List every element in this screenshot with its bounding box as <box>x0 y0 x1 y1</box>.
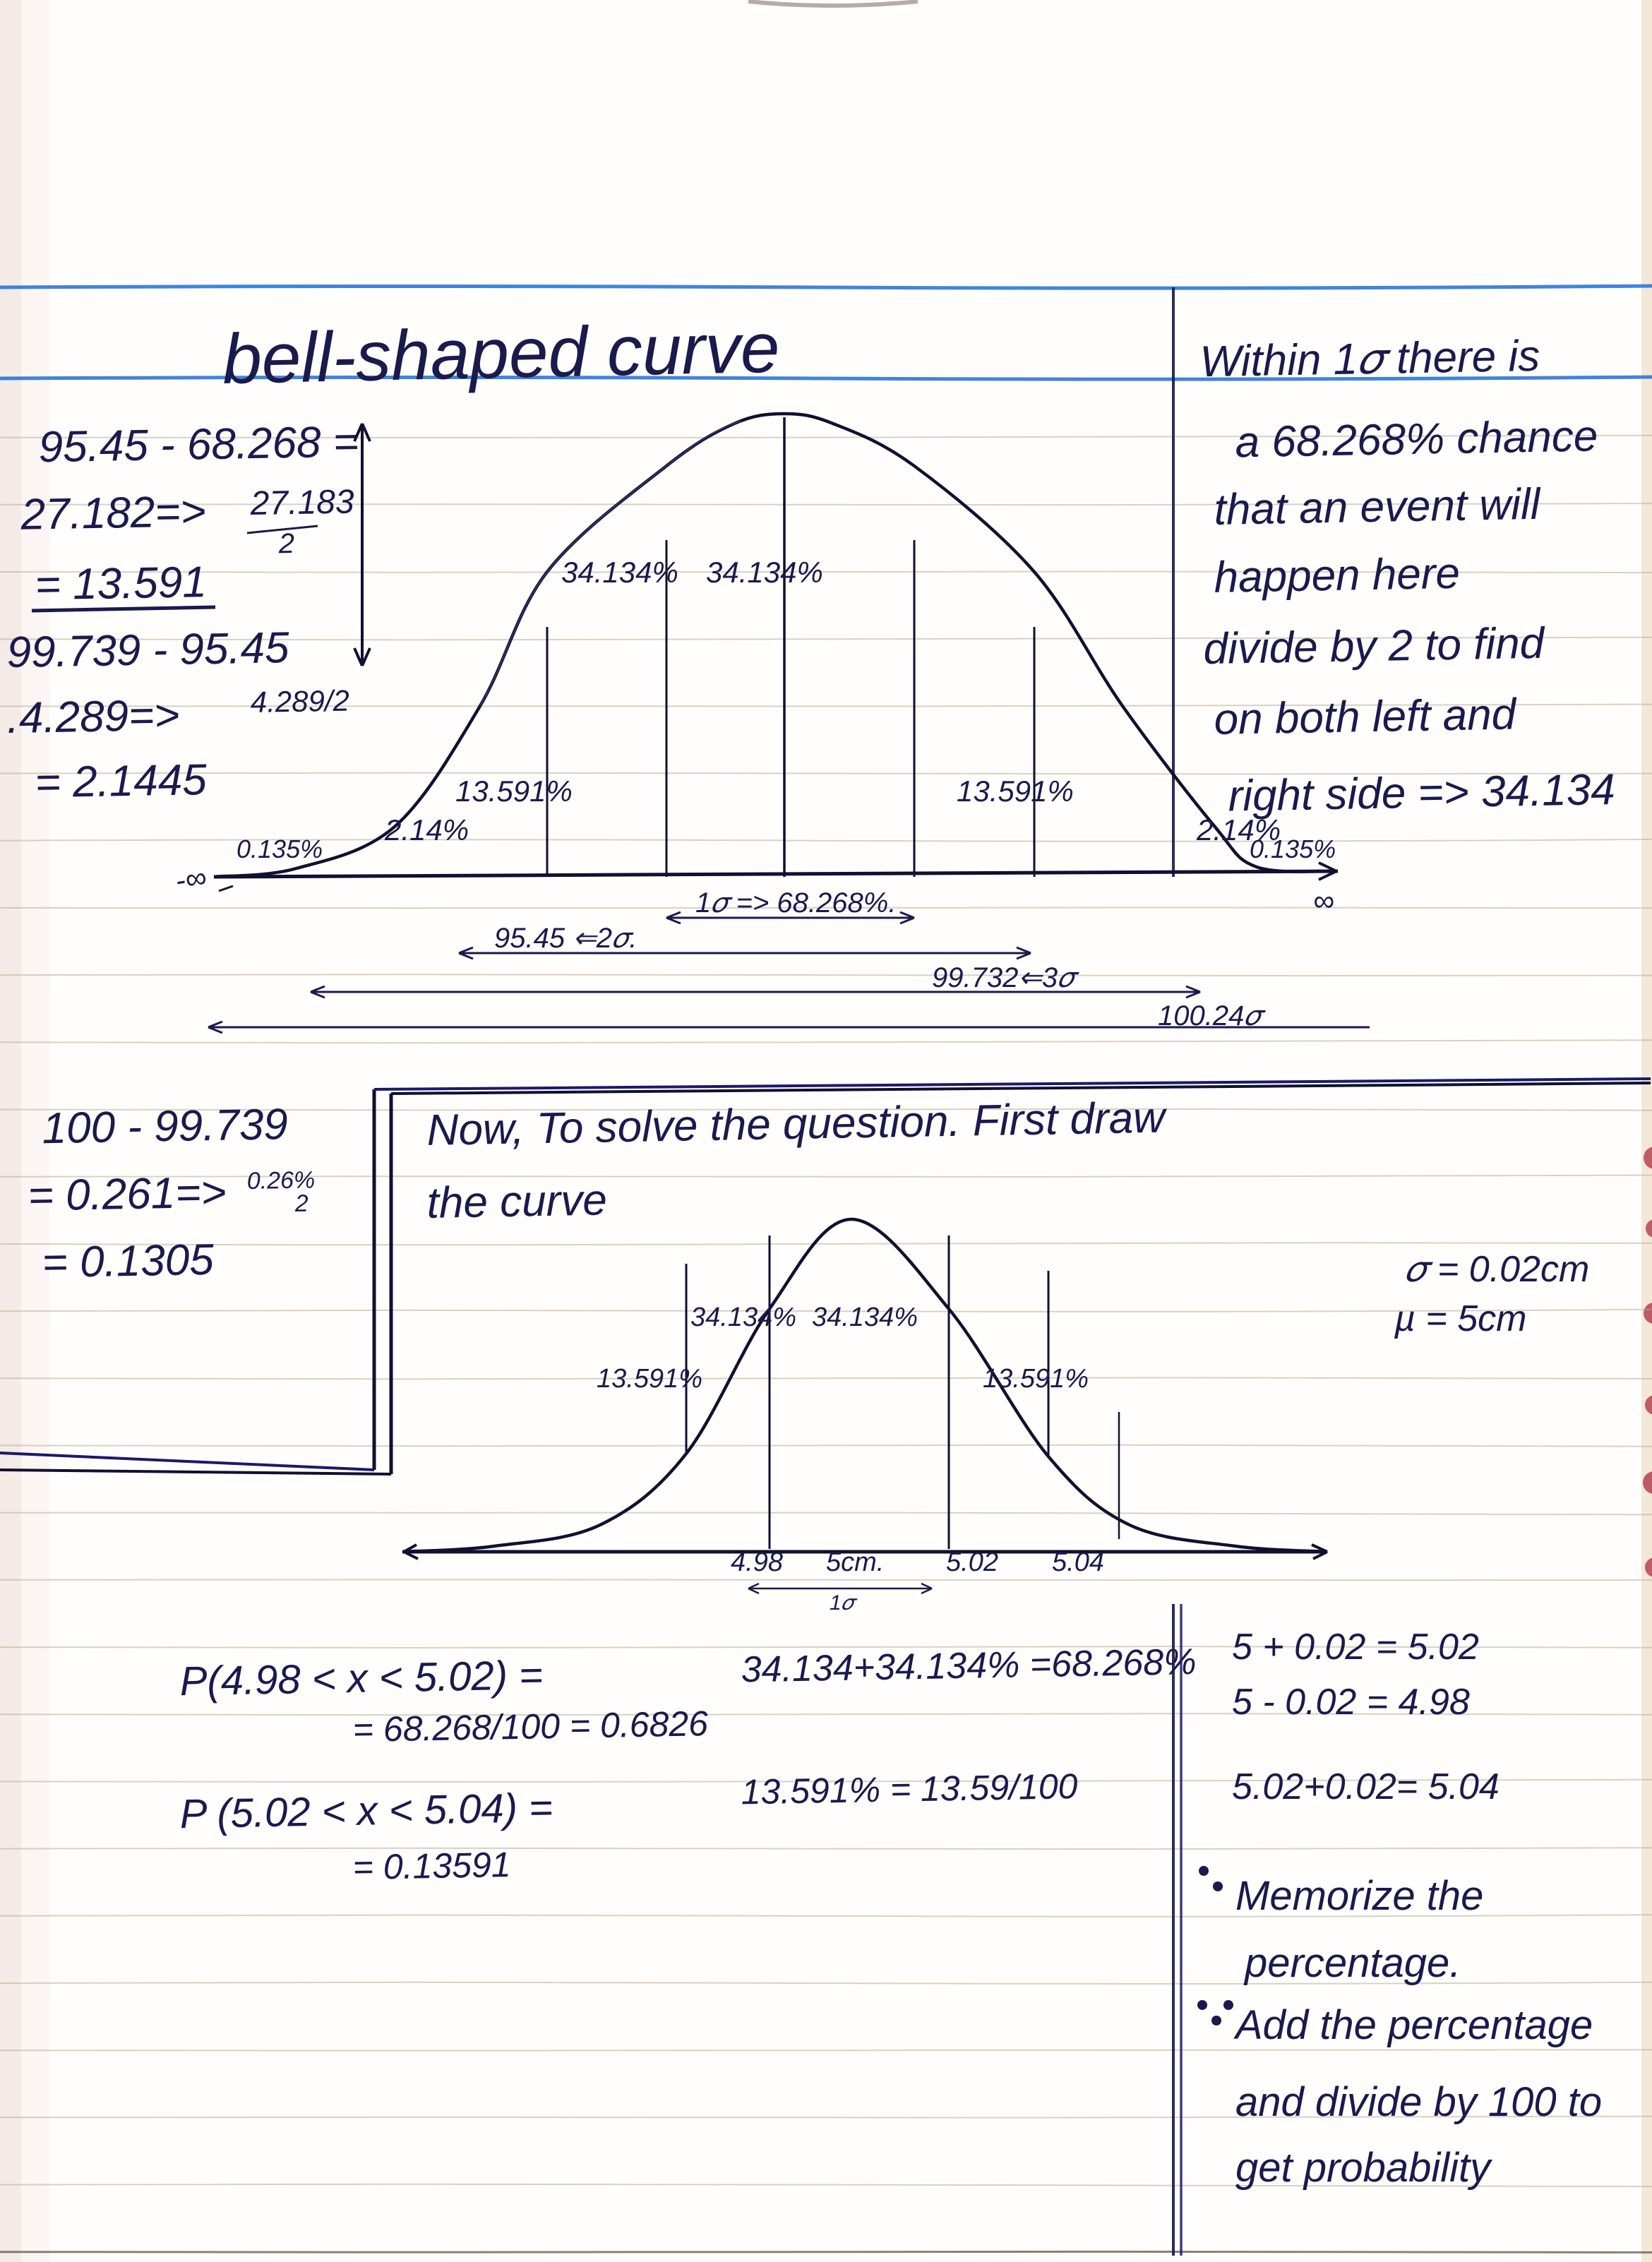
svg-text:4.289/2: 4.289/2 <box>250 684 349 719</box>
svg-text:the curve: the curve <box>426 1175 607 1227</box>
svg-text:P(4.98 < x < 5.02) =: P(4.98 < x < 5.02) = <box>179 1652 543 1704</box>
svg-text:.4.289=>: .4.289=> <box>6 691 180 743</box>
svg-text:P (5.02 < x < 5.04) =: P (5.02 < x < 5.04) = <box>179 1785 553 1837</box>
svg-text:2: 2 <box>294 1190 309 1217</box>
svg-text:∞: ∞ <box>1313 884 1334 917</box>
svg-text:get probability: get probability <box>1235 2145 1492 2191</box>
svg-text:95.45 ⇐2𝜎.: 95.45 ⇐2𝜎. <box>494 923 637 954</box>
svg-text:Memorize the: Memorize the <box>1235 1873 1483 1919</box>
svg-text:1𝜎 => 68.268%.: 1𝜎 => 68.268%. <box>695 887 896 918</box>
svg-text:100 - 99.739: 100 - 99.739 <box>42 1100 288 1153</box>
svg-text:95.45 - 68.268 =: 95.45 - 68.268 = <box>38 417 359 472</box>
svg-text:happen here: happen here <box>1214 549 1460 602</box>
svg-text:27.182=>: 27.182=> <box>20 487 206 539</box>
svg-text:= 0.13591: = 0.13591 <box>352 1845 511 1887</box>
svg-text:5.02+0.02= 5.04: 5.02+0.02= 5.04 <box>1232 1766 1500 1807</box>
svg-text:µ = 5cm: µ = 5cm <box>1394 1298 1526 1339</box>
svg-text:0.135%: 0.135% <box>237 834 323 863</box>
svg-text:2.14%: 2.14% <box>384 813 469 846</box>
svg-text:on both left and: on both left and <box>1214 690 1518 743</box>
svg-text:99.739 - 95.45: 99.739 - 95.45 <box>6 623 290 677</box>
svg-text:13.591%: 13.591% <box>597 1364 702 1394</box>
svg-text:1𝜎: 1𝜎 <box>830 1591 858 1615</box>
svg-text:34.134%: 34.134% <box>690 1303 796 1332</box>
svg-text:Add the percentage: Add the percentage <box>1233 2002 1593 2048</box>
svg-text:Within 1𝜎 there is: Within 1𝜎 there is <box>1199 332 1540 386</box>
svg-text:and divide by 100 to: and divide by 100 to <box>1235 2079 1602 2125</box>
svg-text:13.591%: 13.591% <box>983 1364 1089 1394</box>
svg-text:13.591%: 13.591% <box>957 774 1074 808</box>
svg-text:13.591% = 13.59/100: 13.591% = 13.59/100 <box>741 1766 1078 1812</box>
svg-text:-∞: -∞ <box>173 860 208 897</box>
svg-text:27.183: 27.183 <box>249 483 354 522</box>
svg-text:right side => 34.134: right side => 34.134 <box>1228 765 1615 821</box>
svg-text:that an event will: that an event will <box>1214 480 1542 534</box>
svg-text:34.134%: 34.134% <box>706 556 823 589</box>
svg-text:5 + 0.02 = 5.02: 5 + 0.02 = 5.02 <box>1232 1627 1479 1668</box>
svg-text:5.04: 5.04 <box>1052 1548 1104 1577</box>
svg-text:𝜎 = 0.02cm: 𝜎 = 0.02cm <box>1405 1249 1589 1290</box>
svg-text:bell-shaped curve: bell-shaped curve <box>222 309 781 400</box>
svg-text:34.134%: 34.134% <box>812 1303 918 1332</box>
svg-text:a 68.268% chance: a 68.268% chance <box>1235 412 1598 467</box>
svg-text:5.02: 5.02 <box>946 1548 998 1577</box>
svg-text:percentage.: percentage. <box>1243 1940 1461 1986</box>
svg-text:= 2.1445: = 2.1445 <box>35 755 208 807</box>
svg-text:5 - 0.02 = 4.98: 5 - 0.02 = 4.98 <box>1232 1682 1470 1723</box>
svg-text:5cm.: 5cm. <box>826 1548 884 1577</box>
svg-text:divide by 2 to find: divide by 2 to find <box>1203 619 1546 674</box>
svg-text:99.732⇐3𝜎: 99.732⇐3𝜎 <box>932 962 1079 993</box>
svg-text:100.24𝜎: 100.24𝜎 <box>1158 1000 1266 1031</box>
svg-text:0.135%: 0.135% <box>1250 834 1336 863</box>
svg-text:13.591%: 13.591% <box>455 774 573 808</box>
svg-text:= 13.591: = 13.591 <box>35 558 207 609</box>
svg-text:34.134+34.134% =68.268%: 34.134+34.134% =68.268% <box>741 1641 1197 1690</box>
svg-text:2: 2 <box>277 528 294 559</box>
svg-text:34.134%: 34.134% <box>561 556 678 589</box>
svg-text:= 0.1305: = 0.1305 <box>42 1235 215 1287</box>
svg-text:= 0.261=>: = 0.261=> <box>28 1168 227 1221</box>
svg-text:= 68.268/100 = 0.6826: = 68.268/100 = 0.6826 <box>352 1704 708 1749</box>
svg-text:4.98: 4.98 <box>731 1548 783 1577</box>
